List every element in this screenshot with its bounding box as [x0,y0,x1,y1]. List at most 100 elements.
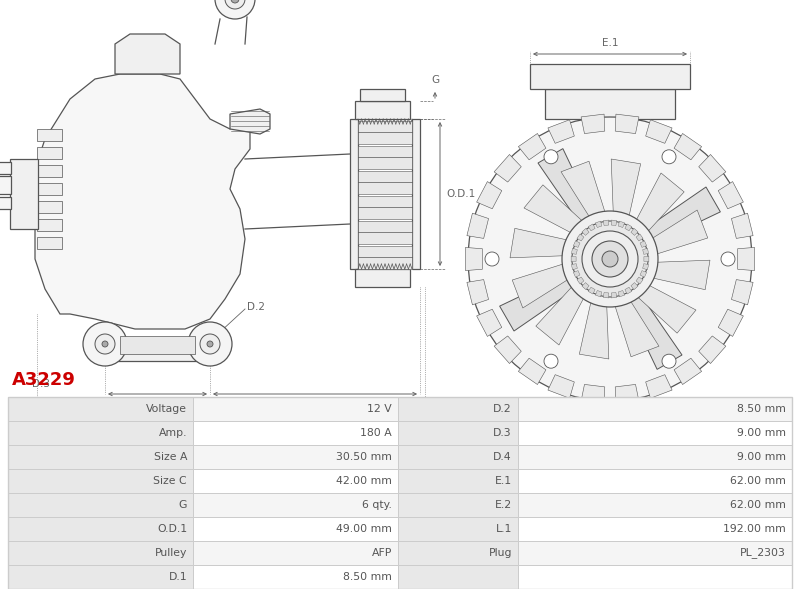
Polygon shape [611,159,641,221]
Circle shape [102,341,108,347]
Bar [193,541,398,565]
Polygon shape [115,34,180,74]
Polygon shape [731,213,753,239]
Polygon shape [574,270,580,277]
Text: Amp.: Amp. [158,428,187,438]
Bar [120,336,195,354]
Circle shape [188,322,232,366]
Text: E.2: E.2 [495,500,512,510]
Bar [8,517,193,541]
Polygon shape [595,221,602,227]
Polygon shape [718,181,743,209]
Text: 9.00 mm: 9.00 mm [737,428,786,438]
Bar [530,64,690,89]
Text: 12 V: 12 V [367,404,392,414]
Text: D.3: D.3 [494,428,512,438]
Circle shape [592,241,628,277]
Text: 9.00 mm: 9.00 mm [737,452,786,462]
Polygon shape [674,358,702,385]
Bar [37,183,62,195]
Polygon shape [500,269,584,331]
Bar [193,397,398,421]
Circle shape [200,334,220,354]
Text: Pulley: Pulley [154,548,187,558]
Text: D.2: D.2 [494,404,512,414]
Polygon shape [561,161,606,221]
Text: A: A [311,402,318,412]
Bar [0,176,11,194]
Bar [8,565,193,589]
Text: D.3: D.3 [32,379,50,389]
Bar [37,165,62,177]
Polygon shape [640,241,646,247]
Circle shape [562,211,658,307]
Bar [193,445,398,469]
Bar [105,341,210,361]
Bar [8,541,193,565]
Polygon shape [358,221,412,244]
Text: 49.00 mm: 49.00 mm [336,524,392,534]
Bar [355,269,410,287]
Circle shape [582,231,638,287]
Polygon shape [636,277,643,284]
Circle shape [215,0,255,19]
Bar [545,399,675,434]
Text: 62.00 mm: 62.00 mm [730,476,786,486]
Text: PL_2303: PL_2303 [740,548,786,558]
Polygon shape [731,280,753,305]
Polygon shape [648,210,708,256]
Bar [193,565,398,589]
Polygon shape [581,114,605,134]
Text: 192.00 mm: 192.00 mm [723,524,786,534]
Polygon shape [615,114,639,134]
Polygon shape [571,256,576,262]
Text: 8.50 mm: 8.50 mm [343,572,392,582]
Circle shape [662,354,676,368]
Bar [37,147,62,159]
Polygon shape [358,171,412,194]
Bar [398,469,518,493]
Polygon shape [615,385,639,404]
Text: G: G [178,500,187,510]
Bar [360,89,405,101]
Circle shape [721,252,735,266]
Circle shape [544,150,558,164]
Circle shape [572,221,648,297]
Polygon shape [636,187,720,249]
Polygon shape [536,283,586,345]
Bar [0,162,11,174]
Text: E.1: E.1 [495,476,512,486]
Polygon shape [582,283,589,290]
Polygon shape [477,181,502,209]
Text: 42.00 mm: 42.00 mm [336,476,392,486]
Polygon shape [642,248,649,254]
Bar [398,541,518,565]
Polygon shape [625,287,632,294]
Bar [545,89,675,119]
Circle shape [602,251,618,267]
Bar [398,517,518,541]
Circle shape [95,334,115,354]
Bar [37,237,62,249]
Bar [518,469,792,493]
Polygon shape [588,287,595,294]
Bar [555,409,665,429]
Polygon shape [631,229,638,236]
Text: D.2: D.2 [247,302,265,312]
Bar [518,421,792,445]
Text: L.1: L.1 [223,422,239,432]
Polygon shape [646,375,672,398]
Text: G: G [431,75,439,85]
Bar [565,432,655,454]
Bar [10,159,38,229]
Circle shape [485,252,499,266]
Polygon shape [618,221,625,227]
Polygon shape [581,385,605,404]
Polygon shape [548,120,574,143]
Polygon shape [467,213,489,239]
Bar [37,219,62,231]
Polygon shape [577,234,584,241]
Polygon shape [618,290,625,297]
Polygon shape [467,280,489,305]
Polygon shape [510,229,572,258]
